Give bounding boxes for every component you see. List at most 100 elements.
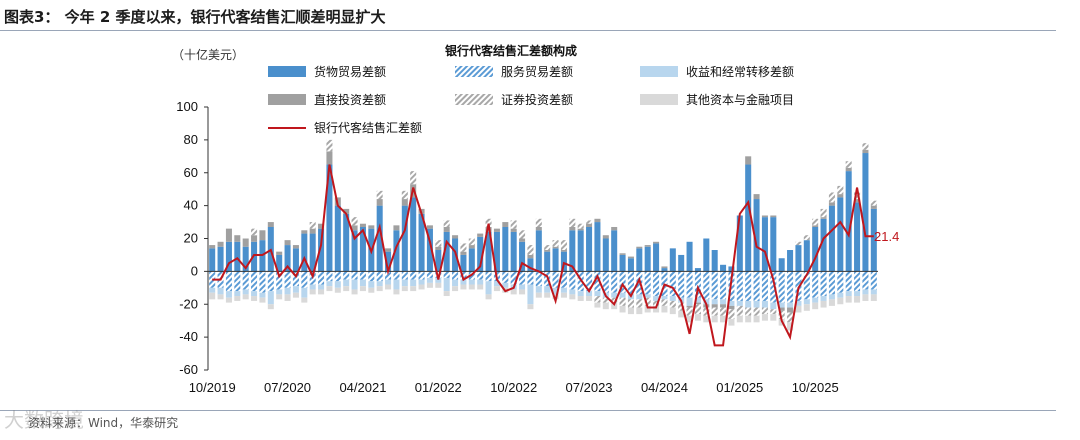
- bar-other: [544, 292, 551, 298]
- bar-portfolio: [661, 299, 668, 306]
- bar-other: [309, 289, 316, 295]
- bar-other: [736, 315, 743, 323]
- x-tick-label: 01/2025: [716, 380, 763, 395]
- bar-other: [301, 297, 308, 303]
- bar-direct: [535, 226, 542, 231]
- bar-goods: [820, 218, 827, 272]
- bar-direct: [544, 250, 551, 252]
- bar-portfolio: [376, 190, 383, 200]
- bar-income: [393, 279, 400, 290]
- bar-services: [736, 271, 743, 301]
- bar-direct: [477, 233, 484, 237]
- x-tick-label: 07/2020: [264, 380, 311, 395]
- bar-goods: [343, 213, 350, 272]
- bar-goods: [209, 248, 216, 272]
- bar-portfolio: [485, 218, 492, 227]
- bar-services: [452, 271, 459, 280]
- bar-other: [410, 286, 417, 292]
- bar-direct: [828, 202, 835, 206]
- bar-portfolio: [443, 220, 450, 227]
- bar-other: [267, 304, 274, 310]
- bar-direct: [862, 149, 869, 154]
- bar-other: [812, 302, 819, 310]
- bar-income: [267, 291, 274, 305]
- bar-income: [410, 279, 417, 287]
- bar-goods: [351, 230, 358, 272]
- bar-income: [452, 279, 459, 287]
- bar-income: [778, 302, 785, 308]
- bar-services: [393, 271, 400, 280]
- bar-direct: [594, 218, 601, 223]
- bar-direct: [627, 256, 634, 259]
- bar-goods: [627, 258, 634, 272]
- bar-services: [778, 271, 785, 303]
- bar-income: [217, 287, 224, 295]
- bar-goods: [720, 264, 727, 272]
- bar-goods: [544, 251, 551, 272]
- bar-goods: [745, 164, 752, 272]
- bar-income: [209, 287, 216, 293]
- bar-other: [401, 286, 408, 292]
- bar-portfolio: [745, 307, 752, 316]
- bar-goods: [276, 254, 283, 272]
- bar-services: [418, 271, 425, 280]
- bar-income: [577, 291, 584, 297]
- bar-services: [720, 271, 727, 300]
- bar-goods: [862, 153, 869, 272]
- bar-services: [443, 271, 450, 278]
- bar-other: [477, 284, 484, 290]
- bar-portfolio: [761, 307, 768, 315]
- bar-direct: [426, 225, 433, 229]
- bar-income: [753, 300, 760, 308]
- bar-services: [669, 271, 676, 297]
- bar-goods: [301, 233, 308, 272]
- bar-portfolio: [820, 208, 827, 218]
- bar-other: [326, 286, 333, 292]
- bar-portfolio: [728, 309, 735, 320]
- x-tick-label: 01/2022: [415, 380, 462, 395]
- bar-goods: [393, 230, 400, 272]
- bar-portfolio: [410, 171, 417, 185]
- bar-income: [812, 297, 819, 303]
- bar-goods: [477, 236, 484, 272]
- bar-direct: [251, 235, 258, 242]
- legend-label-direct: 直接投资差额: [314, 92, 386, 107]
- bar-services: [828, 271, 835, 295]
- bar-direct: [837, 194, 844, 198]
- bar-goods: [234, 241, 241, 272]
- bar-services: [862, 271, 869, 290]
- x-tick-label: 10/2019: [189, 380, 236, 395]
- bar-income: [795, 300, 802, 306]
- bar-services: [560, 271, 567, 288]
- bar-portfolio: [326, 139, 333, 152]
- bar-other: [318, 289, 325, 295]
- bar-direct: [292, 245, 299, 249]
- bar-direct: [770, 215, 777, 218]
- bar-services: [820, 271, 827, 297]
- bar-income: [619, 292, 626, 298]
- bar-other: [577, 296, 584, 301]
- bar-income: [787, 302, 794, 308]
- bar-services: [334, 271, 341, 282]
- bar-portfolio: [686, 307, 693, 316]
- bar-portfolio: [560, 240, 567, 250]
- bar-direct: [435, 246, 442, 251]
- bar-services: [686, 271, 693, 298]
- bar-portfolio: [653, 300, 660, 306]
- bar-income: [854, 291, 861, 297]
- bar-services: [267, 271, 274, 292]
- bar-goods: [611, 230, 618, 272]
- bar-other: [745, 315, 752, 323]
- bar-goods: [594, 222, 601, 272]
- bar-other: [560, 292, 567, 298]
- bar-direct: [694, 302, 701, 305]
- bar-direct: [636, 246, 643, 249]
- bar-services: [803, 271, 810, 300]
- bar-income: [292, 286, 299, 293]
- bar-direct: [217, 241, 224, 247]
- x-tick-label: 10/2022: [490, 380, 537, 395]
- bar-income: [468, 279, 475, 285]
- bar-other: [443, 291, 450, 297]
- bar-goods: [812, 226, 819, 272]
- bar-direct: [393, 225, 400, 231]
